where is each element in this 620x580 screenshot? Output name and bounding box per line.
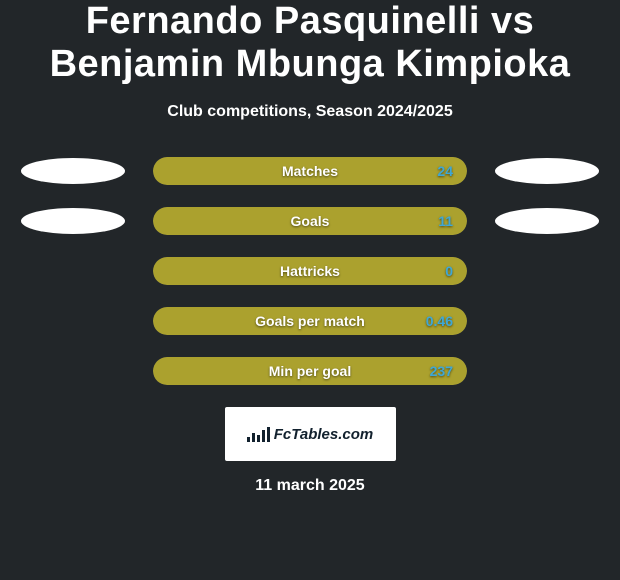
brand-text: FcTables.com — [274, 426, 373, 443]
left-ellipse — [21, 158, 125, 184]
stat-pill-fill — [153, 307, 467, 335]
stat-pill-fill — [153, 257, 467, 285]
right-ellipse — [495, 208, 599, 234]
stat-pill: Goals11 — [153, 207, 467, 235]
stat-row: Goals per match0.46 — [10, 307, 610, 335]
stat-pill: Hattricks0 — [153, 257, 467, 285]
right-spacer — [495, 358, 599, 384]
stat-pill-fill — [153, 157, 467, 185]
bar-chart-icon — [247, 426, 270, 442]
brand-badge: FcTables.com — [225, 407, 396, 461]
stat-row: Matches24 — [10, 157, 610, 185]
footer-date: 11 march 2025 — [0, 477, 620, 495]
stat-pill: Goals per match0.46 — [153, 307, 467, 335]
stat-row: Goals11 — [10, 207, 610, 235]
left-spacer — [21, 308, 125, 334]
stat-pill-fill — [153, 357, 467, 385]
stat-row: Min per goal237 — [10, 357, 610, 385]
page-title: Fernando Pasquinelli vs Benjamin Mbunga … — [0, 0, 620, 85]
left-spacer — [21, 258, 125, 284]
left-ellipse — [21, 208, 125, 234]
stat-pill: Min per goal237 — [153, 357, 467, 385]
right-ellipse — [495, 158, 599, 184]
left-spacer — [21, 358, 125, 384]
right-spacer — [495, 308, 599, 334]
page-subtitle: Club competitions, Season 2024/2025 — [0, 103, 620, 121]
comparison-infographic: Fernando Pasquinelli vs Benjamin Mbunga … — [0, 0, 620, 580]
stat-row: Hattricks0 — [10, 257, 610, 285]
stats-area: Matches24 Goals11 Hattricks0 Goals per matc… — [0, 157, 620, 385]
stat-pill-fill — [153, 207, 467, 235]
stat-pill: Matches24 — [153, 157, 467, 185]
right-spacer — [495, 258, 599, 284]
